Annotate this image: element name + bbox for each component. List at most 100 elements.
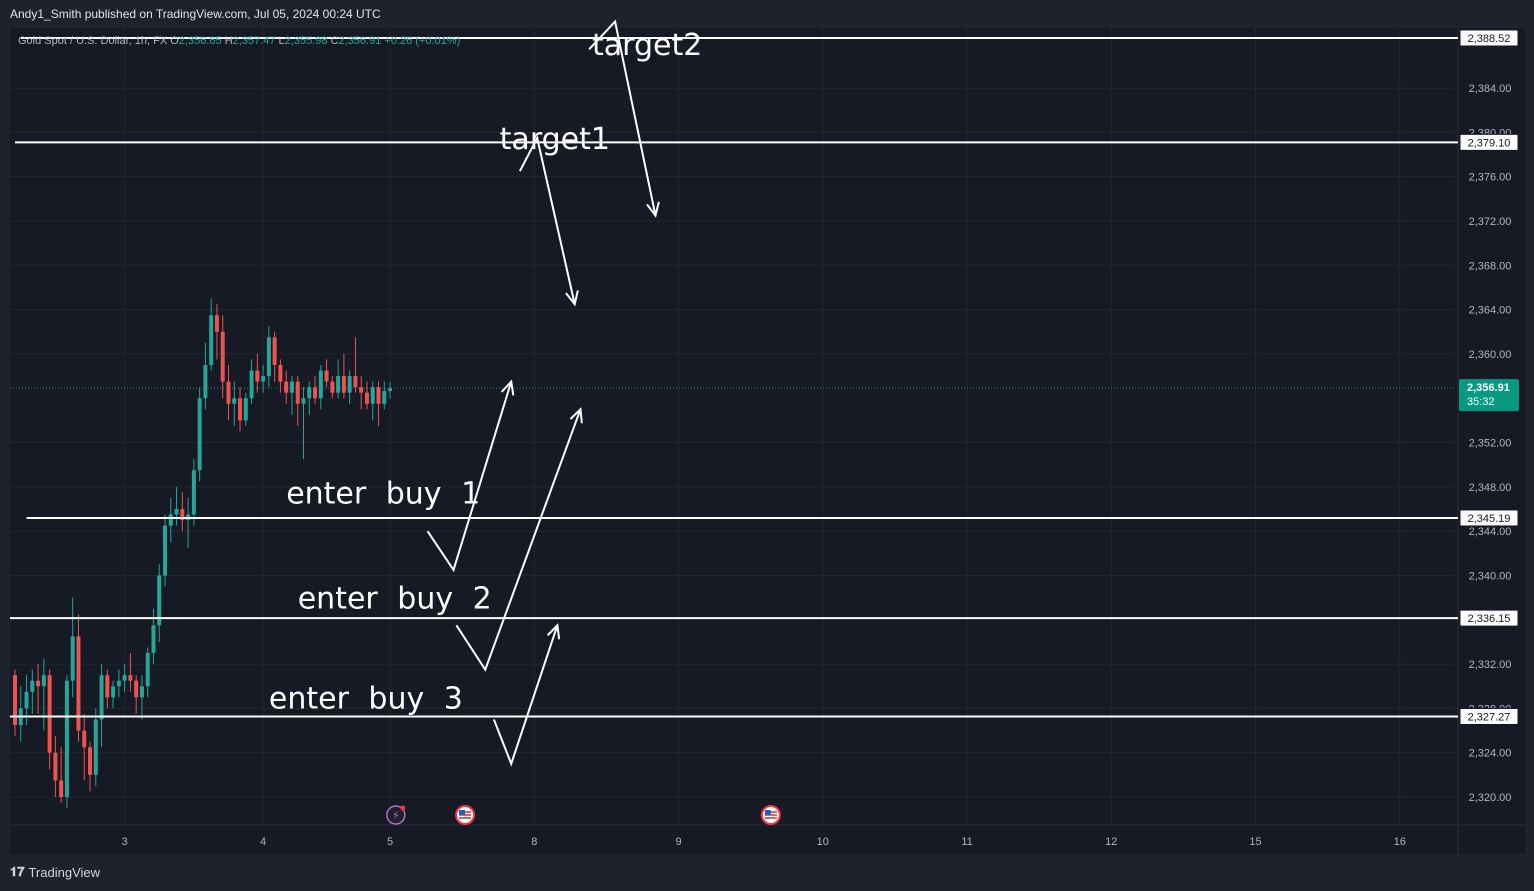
flag-canton — [459, 810, 466, 815]
candle-body — [313, 387, 318, 399]
candle-body — [359, 387, 364, 393]
candle-body — [47, 675, 52, 753]
candle-body — [364, 392, 369, 404]
level-price-badge — [1459, 29, 1519, 47]
level-price-badge — [1459, 609, 1519, 627]
candle-body — [93, 719, 98, 775]
candle-body — [307, 387, 312, 399]
candle-body — [266, 337, 271, 377]
candle-body — [151, 625, 156, 653]
candle-body — [278, 364, 283, 382]
candle-body — [59, 780, 64, 797]
x-tick-label: 5 — [387, 836, 393, 848]
candle-body — [209, 315, 214, 365]
legend-symbol: Gold Spot / U.S. Dollar, 1h, FX — [18, 35, 168, 47]
candle-body — [105, 675, 110, 698]
candle-body — [88, 747, 93, 775]
candle-body — [341, 376, 346, 393]
y-tick-label: 2,344.00 — [1469, 526, 1512, 538]
legend-open: 2,356.65 — [178, 35, 222, 47]
candle-body — [336, 376, 341, 393]
y-tick-label: 2,376.00 — [1469, 172, 1512, 184]
candle-body — [30, 680, 35, 692]
y-tick-label: 2,368.00 — [1469, 260, 1512, 272]
level-price-label: 2,336.15 — [1468, 613, 1511, 625]
event-dot — [400, 805, 406, 811]
candle-body — [111, 686, 116, 698]
y-tick-label: 2,384.00 — [1469, 83, 1512, 95]
arrow-head — [569, 407, 583, 424]
last-price-badge — [1459, 379, 1519, 412]
candle-body — [76, 636, 81, 731]
arrow-head — [646, 201, 660, 218]
candle-body — [163, 525, 168, 576]
candle-body — [272, 337, 277, 365]
candle-body — [376, 387, 381, 404]
candle-body — [295, 381, 300, 404]
candle-body — [382, 391, 387, 404]
y-tick-label: 2,332.00 — [1469, 659, 1512, 671]
candle-body — [36, 680, 41, 687]
candle-body — [388, 388, 393, 392]
chart-annotation: target2 — [592, 28, 702, 63]
flag-canton — [764, 810, 771, 815]
legend-close: 2,356.91 — [338, 35, 382, 47]
level-price-label: 2,379.10 — [1468, 137, 1511, 149]
candle-body — [226, 381, 231, 404]
legend-low-label: L — [278, 35, 285, 47]
y-tick-label: 2,364.00 — [1469, 305, 1512, 317]
x-tick-label: 3 — [122, 836, 128, 848]
candle-body — [284, 381, 289, 393]
candle-body — [41, 675, 46, 687]
candle-body — [139, 686, 144, 698]
candle-body — [243, 398, 248, 421]
y-tick-label: 2,360.00 — [1469, 349, 1512, 361]
x-tick-label: 16 — [1394, 836, 1406, 848]
y-tick-label: 2,324.00 — [1469, 748, 1512, 760]
y-tick-label: 2,372.00 — [1469, 216, 1512, 228]
chart-annotation: enter buy 1 — [286, 476, 480, 511]
last-price-label: 2,356.91 — [1467, 382, 1510, 394]
arrow-head — [565, 290, 579, 307]
trend-arrow — [455, 408, 582, 672]
candle-body — [13, 675, 17, 725]
arrow-head — [500, 379, 515, 396]
trend-arrow — [518, 135, 576, 305]
candle-body — [64, 680, 69, 797]
candle-body — [116, 680, 121, 687]
arrow-head — [546, 623, 561, 640]
candle-body — [324, 370, 329, 382]
y-tick-label: 2,320.00 — [1469, 792, 1512, 804]
candle-body — [24, 691, 29, 709]
candle-body — [301, 398, 306, 404]
level-price-label: 2,327.27 — [1468, 711, 1511, 723]
level-price-label: 2,388.52 — [1468, 33, 1511, 45]
candle-body — [197, 398, 202, 471]
candle-body — [289, 381, 294, 393]
candle-body — [214, 315, 219, 332]
candle-body — [70, 636, 75, 681]
x-tick-label: 12 — [1105, 836, 1117, 848]
candle-body — [128, 675, 133, 681]
candle-body — [261, 376, 266, 382]
chart-annotation: target1 — [500, 122, 610, 157]
trend-arrow — [588, 19, 657, 216]
countdown-label: 35:32 — [1467, 396, 1495, 408]
candle-body — [145, 652, 150, 687]
candle-body — [370, 387, 375, 404]
tradingview-logo[interactable]: 𝟏𝟕 TradingView — [10, 865, 100, 880]
tradingview-logo-icon: 𝟏𝟕 — [10, 865, 25, 880]
level-price-badge — [1459, 707, 1519, 725]
legend-high-label: H — [224, 35, 233, 47]
level-price-badge — [1459, 133, 1519, 151]
footer-bar — [0, 855, 1534, 891]
x-tick-label: 15 — [1249, 836, 1261, 848]
x-tick-label: 11 — [961, 836, 972, 848]
candle-body — [99, 675, 104, 720]
candle-body — [220, 331, 225, 382]
legend-close-label: C — [330, 35, 339, 47]
candle-body — [203, 364, 208, 399]
x-tick-label: 10 — [817, 836, 829, 848]
y-tick-label: 2,340.00 — [1469, 570, 1512, 582]
